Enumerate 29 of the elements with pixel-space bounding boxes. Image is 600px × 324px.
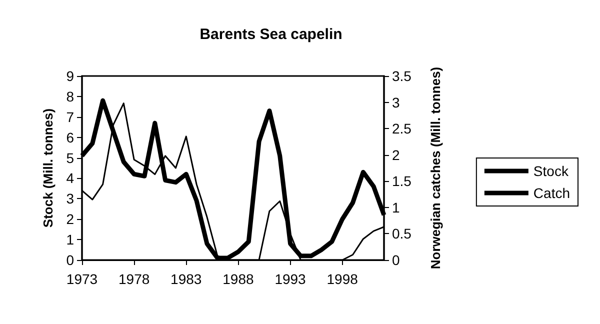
chart-title: Barents Sea capelin — [200, 26, 342, 43]
legend-label: Catch — [533, 185, 570, 201]
y2-tick-label: 1 — [392, 199, 400, 216]
x-tick-label: 1983 — [170, 271, 202, 287]
y-tick-label: 8 — [66, 88, 74, 104]
y2-tick-label: 2.5 — [392, 120, 412, 137]
y2-tick-label: 0.5 — [392, 226, 412, 242]
y-axis-title: Stock (Mill. tonnes) — [40, 108, 56, 228]
y-tick-label: 4 — [66, 170, 74, 186]
y-tick-label: 7 — [66, 108, 74, 125]
y-tick-label: 2 — [66, 211, 74, 228]
y2-tick-label: 3 — [392, 94, 400, 110]
y2-axis-title: Norwegian catches (Mill. tonnes) — [428, 66, 443, 270]
y-tick-label: 9 — [66, 68, 74, 84]
y-tick-label: 0 — [66, 252, 74, 268]
x-tick-label: 1988 — [222, 271, 254, 287]
x-tick-label: 1998 — [326, 271, 358, 287]
y-tick-label: 6 — [66, 129, 74, 146]
y2-tick-label: 3.5 — [392, 68, 412, 84]
x-tick-label: 1973 — [66, 271, 98, 287]
x-tick-label: 1993 — [274, 271, 306, 287]
y-tick-label: 3 — [66, 190, 74, 207]
y-tick-label: 5 — [66, 150, 74, 166]
legend-label: Stock — [533, 163, 570, 179]
x-tick-label: 1978 — [118, 271, 150, 287]
y2-tick-label: 2 — [392, 146, 400, 163]
y2-tick-label: 1.5 — [392, 173, 412, 190]
y2-tick-label: 0 — [392, 252, 400, 268]
y-tick-label: 1 — [66, 232, 74, 248]
